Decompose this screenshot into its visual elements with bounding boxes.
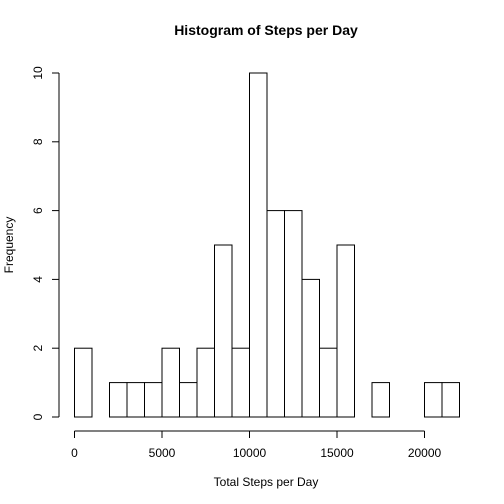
chart-title: Histogram of Steps per Day [174, 22, 358, 38]
x-axis-label: Total Steps per Day [214, 475, 319, 489]
histogram-bar [249, 72, 268, 418]
histogram-bar [266, 210, 285, 418]
y-tick-label: 6 [31, 207, 45, 214]
x-tick-label: 15000 [320, 446, 354, 460]
y-tick-label: 2 [31, 345, 45, 352]
y-axis: 0 2 4 6 8 10 [31, 66, 60, 420]
y-tick-label: 0 [31, 413, 45, 420]
x-tick-label: 10000 [233, 446, 267, 460]
x-axis: 0 5000 10000 15000 20000 [71, 430, 442, 460]
histogram-bar [126, 382, 145, 418]
histogram-bar [336, 244, 355, 418]
bars-group [74, 72, 460, 418]
histogram-bar [144, 382, 163, 418]
histogram-bar [231, 347, 250, 418]
y-tick-label: 10 [31, 66, 45, 80]
histogram-bar [284, 210, 303, 418]
x-tick-label: 20000 [408, 446, 442, 460]
histogram-bar [74, 347, 93, 418]
histogram-bar [301, 278, 320, 418]
histogram-bar [214, 244, 233, 418]
y-tick-label: 8 [31, 138, 45, 145]
y-axis-label: Frequency [2, 217, 16, 274]
y-tick-label: 4 [31, 276, 45, 283]
histogram-bar [161, 347, 180, 418]
histogram-bar [441, 382, 460, 418]
histogram-bar [196, 347, 215, 418]
histogram-bar [424, 382, 443, 418]
x-tick-label: 0 [71, 446, 78, 460]
histogram-bar [319, 347, 338, 418]
x-tick-label: 5000 [149, 446, 176, 460]
histogram-bar [109, 382, 128, 418]
histogram-bar [179, 382, 198, 418]
histogram-bar [371, 382, 390, 418]
